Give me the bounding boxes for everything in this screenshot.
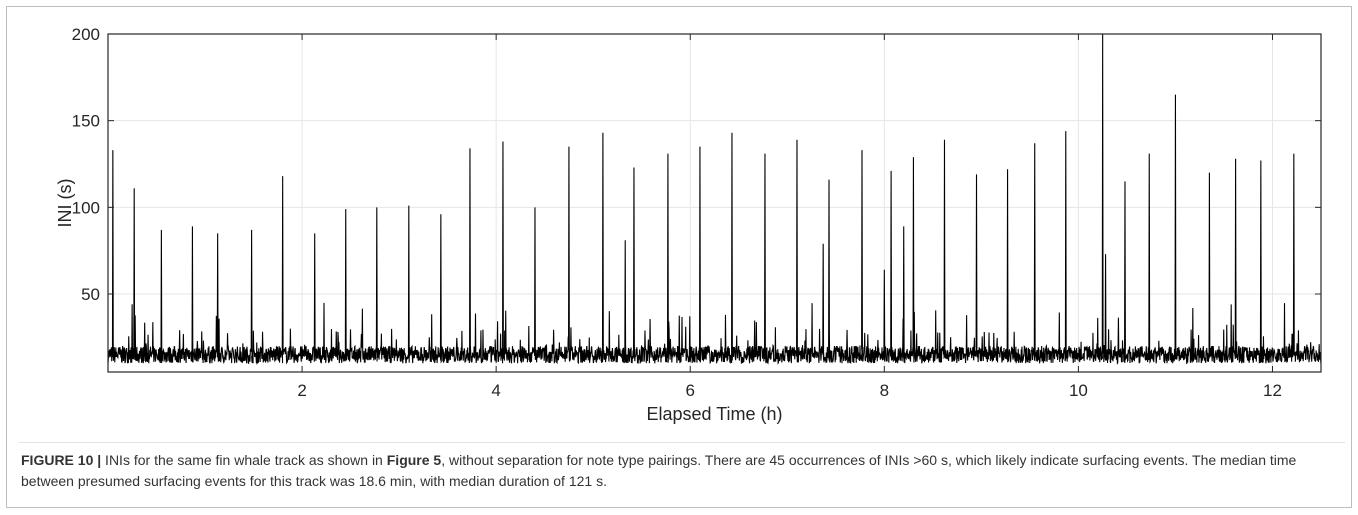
ini-series-line <box>107 33 1322 365</box>
grid-lines <box>108 33 1321 372</box>
y-tick-label: 150 <box>72 112 100 131</box>
x-tick-label: 10 <box>1069 381 1088 400</box>
x-tick-label: 8 <box>880 381 889 400</box>
x-tick-label: 6 <box>686 381 695 400</box>
figure-box: 2 4 6 8 10 12 50 100 150 200 Elapsed Time (h) INI… <box>6 6 1352 508</box>
ini-trace <box>107 33 1322 365</box>
y-tick-label: 100 <box>72 198 100 217</box>
plot-frame <box>107 33 1322 373</box>
y-tick-label: 50 <box>81 285 100 304</box>
caption-figure-ref: Figure 5 <box>386 452 442 468</box>
caption-text-1: INIs for the same fin whale track as sho… <box>101 452 387 468</box>
y-tick-label: 200 <box>72 25 100 44</box>
x-tick-label: 4 <box>491 381 500 400</box>
caption-label: FIGURE 10 | <box>21 452 102 468</box>
figure-caption: FIGURE 10 | INIs for the same fin whale … <box>21 450 1341 492</box>
caption-divider <box>19 442 1345 443</box>
axis-ticks: 2 4 6 8 10 12 50 100 150 200 <box>72 25 1321 400</box>
ini-line-chart: 2 4 6 8 10 12 50 100 150 200 Elapsed Time (h) INI… <box>55 25 1322 424</box>
caption-text-2: , without separation for note type pairi… <box>21 452 1297 489</box>
x-axis-label: Elapsed Time (h) <box>646 404 782 424</box>
x-tick-label: 2 <box>297 381 306 400</box>
y-axis-label: INI (s) <box>55 179 75 228</box>
x-tick-label: 12 <box>1263 381 1282 400</box>
